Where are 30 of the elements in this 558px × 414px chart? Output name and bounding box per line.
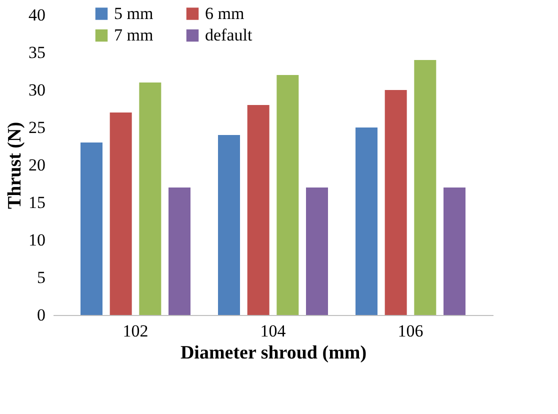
bar [444, 188, 466, 315]
x-tick-label: 104 [260, 322, 286, 340]
bar [276, 75, 299, 315]
x-tick-label: 102 [122, 322, 148, 340]
y-tick-label: 10 [28, 230, 46, 250]
bar [247, 105, 270, 315]
legend-label: 5 mm [114, 4, 154, 23]
y-axis-title: Thrust (N) [4, 122, 26, 210]
y-tick-label: 30 [28, 80, 46, 100]
x-tick-label: 106 [398, 322, 424, 340]
bar [414, 60, 436, 315]
bar [139, 82, 162, 315]
bar [356, 128, 378, 315]
x-axis-title: Diameter shroud (mm) [180, 342, 367, 364]
bar [384, 90, 407, 315]
y-tick-label: 40 [28, 6, 46, 24]
bar [306, 188, 328, 315]
y-tick-label: 5 [37, 268, 46, 287]
y-tick-label: 15 [28, 193, 46, 212]
bar [218, 135, 240, 315]
legend-label: 7 mm [114, 26, 154, 44]
bar [80, 142, 102, 315]
bar [168, 188, 190, 315]
y-tick-label: 0 [37, 306, 46, 324]
y-tick-label: 20 [28, 156, 46, 174]
y-tick-label: 25 [28, 118, 46, 137]
y-tick-label: 35 [28, 43, 46, 62]
legend-label: 6 mm [205, 4, 244, 23]
bar [110, 112, 132, 315]
legend-label: default [205, 26, 252, 44]
